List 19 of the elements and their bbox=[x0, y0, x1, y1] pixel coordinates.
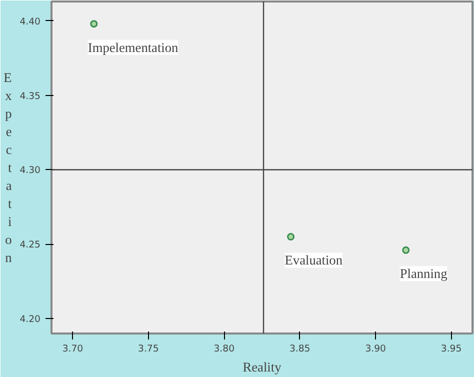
annotation: Evaluation bbox=[284, 252, 343, 268]
y-tick-label: 4.40 bbox=[20, 16, 41, 28]
y-tick-label: 4.30 bbox=[20, 165, 41, 176]
y-tick-label: 4.20 bbox=[20, 314, 41, 326]
x-axis-title: Reality bbox=[242, 360, 282, 374]
y-tick-label: 4.35 bbox=[20, 90, 41, 102]
point bbox=[90, 20, 98, 28]
x-tick-label: 3.80 bbox=[214, 344, 235, 354]
annotation: Impelementation bbox=[88, 40, 179, 55]
text: Expectation bbox=[4, 70, 12, 265]
x-tick-label: 3.90 bbox=[365, 344, 386, 354]
x-tick-label: 3.95 bbox=[440, 344, 462, 354]
x-tick-label: 3.70 bbox=[62, 344, 84, 354]
annotation: Planning bbox=[400, 266, 448, 282]
x-tick-label: 3.75 bbox=[138, 344, 159, 354]
point bbox=[287, 232, 295, 240]
x-tick-label: 3.85 bbox=[289, 344, 310, 354]
y-tick-label: 4.25 bbox=[20, 240, 41, 251]
point bbox=[402, 246, 410, 254]
